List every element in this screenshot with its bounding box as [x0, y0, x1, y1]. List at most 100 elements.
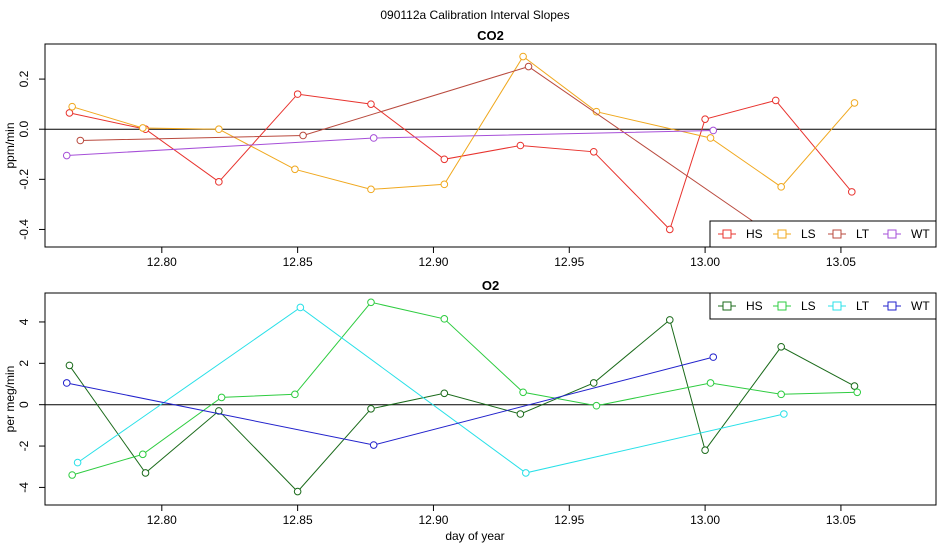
data-point-ls: [291, 390, 299, 399]
data-point-ls: [440, 315, 449, 323]
x-tick-label: 13.00: [690, 513, 720, 527]
y-tick-label: -4: [17, 482, 31, 493]
y-tick-label: 0: [17, 401, 31, 408]
x-tick-label: 12.80: [147, 513, 177, 527]
data-point-hs: [589, 147, 598, 156]
data-point-hs: [850, 382, 859, 390]
legend: HS LS LT WT: [709, 220, 937, 248]
x-tick-label: 12.85: [283, 513, 313, 527]
x-tick-label: 12.95: [554, 513, 584, 527]
legend-marker-hs: [722, 301, 732, 311]
chart-panel-co2: CO2 12.80 12.85 12.90 12.95 13.00 13.05 -0.4 -0.…: [3, 28, 937, 269]
plot-frame: [44, 292, 937, 506]
data-point-hs: [589, 379, 598, 387]
legend-label-lt: LT: [856, 227, 870, 241]
data-point-ls: [367, 298, 375, 307]
data-point-ls: [519, 52, 527, 61]
data-point-ls: [68, 471, 76, 479]
legend-marker-hs: [722, 229, 732, 239]
series-wt: [62, 126, 718, 160]
legend-box: [709, 220, 937, 248]
legend-marker-wt: [887, 229, 897, 239]
x-tick-label: 13.00: [690, 255, 720, 269]
data-point-hs: [293, 487, 302, 496]
data-point-ls: [138, 124, 147, 132]
data-point-hs: [367, 100, 375, 108]
data-point-ls: [68, 102, 76, 111]
x-tick-label: 12.90: [418, 513, 448, 527]
data-point-wt: [62, 379, 71, 387]
x-axis-label: day of year: [445, 529, 504, 543]
y-tick-label: 2: [17, 360, 31, 367]
data-point-ls: [138, 450, 147, 459]
data-point-ls: [367, 185, 375, 194]
series-line-wt: [66, 356, 714, 446]
y-axis-label: per meg/min: [3, 366, 17, 433]
data-point-hs: [440, 155, 449, 164]
x-tick-label: 13.05: [826, 513, 856, 527]
legend-label-lt: LT: [856, 299, 870, 313]
data-point-lt: [780, 410, 788, 418]
y-tick-label: -2: [17, 440, 31, 451]
series-line-ls: [72, 55, 855, 190]
legend-marker-wt: [887, 301, 897, 311]
data-point-hs: [701, 115, 709, 123]
data-point-ls: [850, 99, 859, 107]
data-point-ls: [777, 390, 785, 399]
data-point-wt: [709, 126, 718, 135]
series-hs: [65, 316, 859, 496]
data-point-hs: [65, 361, 74, 370]
data-point-ls: [777, 183, 785, 191]
x-tick-label: 12.85: [283, 255, 313, 269]
series-wt: [62, 353, 718, 449]
legend: HS LS LT WT: [709, 292, 937, 320]
series-ls: [68, 298, 862, 479]
legend-marker-lt: [832, 229, 842, 239]
legend-label-ls: LS: [801, 299, 816, 313]
data-point-ls: [440, 180, 449, 189]
y-tick-label: -0.4: [17, 219, 31, 240]
x-tick-label: 12.90: [418, 255, 448, 269]
data-point-ls: [519, 388, 527, 397]
y-tick-label: -0.2: [17, 169, 31, 190]
legend-label-wt: WT: [911, 299, 930, 313]
x-tick-label: 12.80: [147, 255, 177, 269]
data-point-hs: [141, 469, 150, 477]
plot-frame: [44, 43, 937, 248]
y-tick-label: 0.2: [17, 70, 31, 87]
legend-label-ls: LS: [801, 227, 816, 241]
legend-marker-ls: [777, 301, 787, 311]
data-point-lt: [73, 458, 82, 467]
data-point-ls: [215, 125, 223, 134]
data-point-ls: [217, 393, 226, 402]
data-point-hs: [367, 405, 375, 413]
legend-label-hs: HS: [746, 299, 763, 313]
data-point-hs: [665, 225, 674, 234]
series-line-lt: [80, 66, 766, 230]
data-point-hs: [293, 90, 302, 98]
legend-label-hs: HS: [746, 227, 763, 241]
data-point-hs: [65, 109, 74, 117]
data-point-wt: [62, 151, 71, 160]
data-point-lt: [296, 303, 305, 312]
data-point-hs: [440, 389, 449, 398]
data-point-hs: [516, 141, 525, 150]
data-point-lt: [299, 131, 307, 140]
data-point-hs: [847, 188, 856, 196]
data-point-ls: [592, 401, 601, 410]
series-line-ls: [72, 301, 858, 476]
chart-panel-o2: O2 12.80 12.85 12.90 12.95 13.00 13.05 -4 -2 0 2 4 p…: [3, 278, 937, 527]
legend-marker-ls: [777, 229, 787, 239]
data-point-hs: [777, 342, 785, 351]
chart-title: CO2: [477, 28, 504, 43]
chart-title: O2: [482, 278, 499, 293]
data-point-lt: [524, 62, 533, 71]
y-tick-label: 0.0: [17, 121, 31, 138]
data-point-ls: [853, 388, 862, 397]
series-hs: [65, 90, 856, 234]
data-point-wt: [709, 353, 718, 361]
series-line-hs: [68, 319, 855, 493]
legend-box: [709, 292, 937, 320]
legend-label-wt: WT: [911, 227, 930, 241]
series-lt: [73, 303, 788, 477]
